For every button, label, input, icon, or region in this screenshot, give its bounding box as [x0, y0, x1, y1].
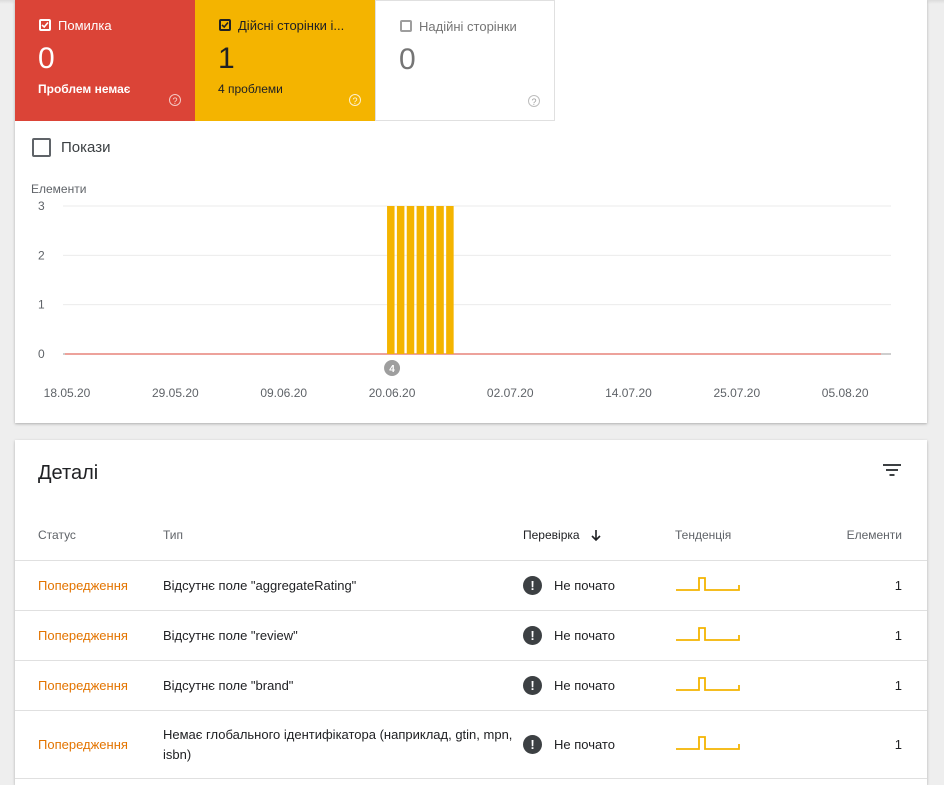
chart-bar[interactable]: [426, 206, 434, 354]
column-header-type[interactable]: Тип: [163, 510, 523, 561]
y-tick-label: 3: [38, 199, 45, 213]
x-tick-label: 20.06.20: [369, 386, 416, 400]
tile-value: 1: [218, 42, 235, 75]
tile-subtitle: 4 проблеми: [218, 82, 283, 96]
row-items: 1: [805, 710, 927, 779]
row-type: Немає глобального ідентифікатора (наприк…: [163, 710, 523, 779]
trend-sparkline: [676, 736, 740, 750]
chart-bar[interactable]: [396, 206, 405, 354]
overview-card: Помилка 0 Проблем немає ? Дійсні сторінк…: [15, 0, 927, 423]
tile-error[interactable]: Помилка 0 Проблем немає ?: [15, 0, 195, 121]
impressions-label: Покази: [61, 139, 111, 156]
row-status: Попередження: [15, 610, 163, 661]
row-check-label: Не почато: [554, 628, 615, 643]
column-header-items[interactable]: Елементи: [805, 510, 927, 561]
x-tick-label: 14.07.20: [605, 386, 652, 400]
column-header-status[interactable]: Статус: [15, 510, 163, 561]
details-title: Деталі: [38, 462, 99, 484]
row-trend: [675, 710, 805, 779]
checkbox-unchecked-icon[interactable]: [400, 20, 412, 32]
x-tick-label: 29.05.20: [152, 386, 199, 400]
trend-sparkline: [676, 577, 740, 591]
tile-valid[interactable]: Надійні сторінки 0 ?: [375, 0, 555, 121]
exclamation-icon: !: [523, 626, 542, 645]
row-check: ! Не почато: [523, 610, 675, 661]
y-tick-label: 2: [38, 248, 45, 262]
row-type: Відсутнє поле "brand": [163, 660, 523, 711]
row-type: Відсутнє поле "aggregateRating": [163, 560, 523, 611]
filter-icon[interactable]: [882, 462, 902, 478]
checkbox-checked-icon[interactable]: [39, 19, 51, 31]
row-check-label: Не почато: [554, 678, 615, 693]
y-tick-label: 1: [38, 298, 45, 312]
annotation-label: 4: [389, 364, 395, 375]
annotation-marker[interactable]: [384, 360, 401, 376]
chart-bar[interactable]: [416, 206, 425, 354]
x-tick-label: 02.07.20: [487, 386, 534, 400]
exclamation-icon: !: [523, 735, 542, 754]
row-trend: [675, 560, 805, 611]
items-chart: Елементи 0 1 2 3 18.05.20 29.05.20 09.06.20 20…: [31, 182, 891, 400]
tile-value: 0: [399, 43, 416, 76]
help-icon[interactable]: ?: [169, 94, 181, 106]
tile-label: Дійсні сторінки і...: [238, 18, 345, 33]
chart-bar[interactable]: [406, 206, 415, 354]
table-row[interactable]: Попередження Відсутнє поле "review"! Не по…: [15, 610, 927, 661]
tile-valid-with-warnings[interactable]: Дійсні сторінки і... 1 4 проблеми ?: [195, 0, 375, 121]
row-items: 1: [805, 610, 927, 661]
row-status: Попередження: [15, 710, 163, 779]
table-header-row: Статус Тип Перевірка Тенденція Елементи: [15, 510, 927, 561]
row-check: ! Не почато: [523, 560, 675, 611]
table-row[interactable]: Попередження Відсутнє поле "brand"! Не поч…: [15, 660, 927, 711]
help-icon[interactable]: ?: [349, 94, 361, 106]
row-check-label: Не почато: [554, 737, 615, 752]
row-type: Відсутнє поле "review": [163, 610, 523, 661]
column-header-check[interactable]: Перевірка: [523, 510, 675, 561]
y-axis-label: Елементи: [31, 182, 86, 196]
help-icon[interactable]: ?: [528, 95, 540, 107]
tile-value: 0: [38, 42, 55, 75]
row-check: ! Не почато: [523, 660, 675, 711]
details-table: Статус Тип Перевірка Тенденція Елементи …: [15, 510, 927, 779]
row-check: ! Не почато: [523, 710, 675, 779]
x-tick-label: 05.08.20: [822, 386, 869, 400]
chart-bar[interactable]: [446, 206, 454, 354]
checkbox-checked-icon[interactable]: [219, 19, 231, 31]
row-items: 1: [805, 660, 927, 711]
x-tick-label: 25.07.20: [713, 386, 760, 400]
exclamation-icon: !: [523, 576, 542, 595]
exclamation-icon: !: [523, 676, 542, 695]
row-trend: [675, 660, 805, 711]
tile-subtitle: Проблем немає: [38, 82, 131, 96]
tile-label: Помилка: [58, 18, 112, 33]
column-header-check-label: Перевірка: [523, 528, 580, 542]
row-status: Попередження: [15, 560, 163, 611]
chart-bar[interactable]: [436, 206, 444, 354]
trend-sparkline: [676, 677, 740, 691]
row-items: 1: [805, 560, 927, 611]
column-header-trend[interactable]: Тенденція: [675, 510, 805, 561]
x-tick-label: 18.05.20: [44, 386, 91, 400]
tile-label: Надійні сторінки: [419, 19, 517, 34]
trend-sparkline: [676, 627, 740, 641]
impressions-checkbox[interactable]: [32, 138, 51, 157]
row-trend: [675, 610, 805, 661]
chart-bar[interactable]: [387, 206, 395, 354]
y-tick-label: 0: [38, 347, 45, 361]
table-row[interactable]: Попередження Відсутнє поле "aggregateRati…: [15, 560, 927, 611]
x-tick-label: 09.06.20: [260, 386, 307, 400]
table-row[interactable]: Попередження Немає глобального ідентифіка…: [15, 710, 927, 779]
details-card: Деталі Статус Тип Перевірка Тенденція Ел…: [15, 440, 927, 785]
sort-arrow-down-icon: [591, 529, 601, 541]
row-check-label: Не почато: [554, 578, 615, 593]
row-status: Попередження: [15, 660, 163, 711]
